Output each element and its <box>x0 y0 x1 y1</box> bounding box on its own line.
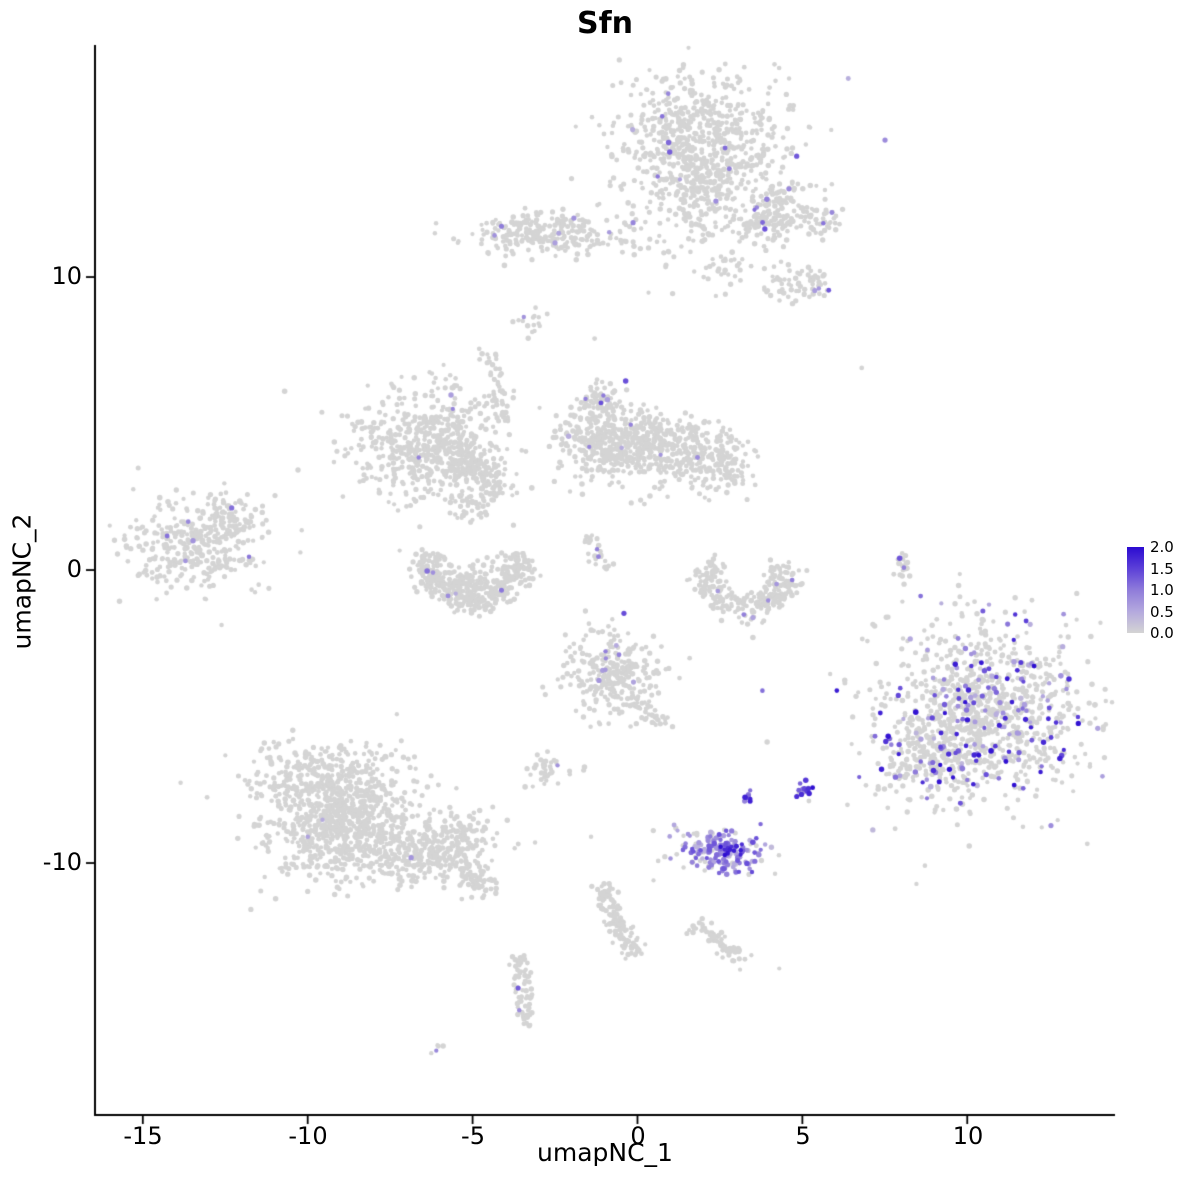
y-tick-label: -10 <box>42 848 82 876</box>
y-tick-label: 0 <box>66 555 82 583</box>
x-tick-label: -5 <box>461 1122 485 1150</box>
legend-tick-label: 1.0 <box>1150 581 1174 599</box>
legend-tick-label: 0.0 <box>1150 624 1174 642</box>
y-tick-label: 10 <box>51 262 82 290</box>
x-axis-title: umapNC_1 <box>537 1138 673 1167</box>
plot-title: Sfn <box>576 6 633 41</box>
x-tick-label: -10 <box>288 1122 328 1150</box>
x-tick-label: 10 <box>952 1122 984 1150</box>
legend-tick-label: 0.5 <box>1150 603 1174 621</box>
legend-tick-label: 2.0 <box>1150 538 1174 556</box>
x-tick-label: 0 <box>630 1122 646 1150</box>
x-tick-label: 5 <box>795 1122 811 1150</box>
legend-tick-label: 1.5 <box>1150 560 1174 578</box>
x-tick-label: -15 <box>123 1122 163 1150</box>
legend-colorbar <box>1127 547 1144 633</box>
